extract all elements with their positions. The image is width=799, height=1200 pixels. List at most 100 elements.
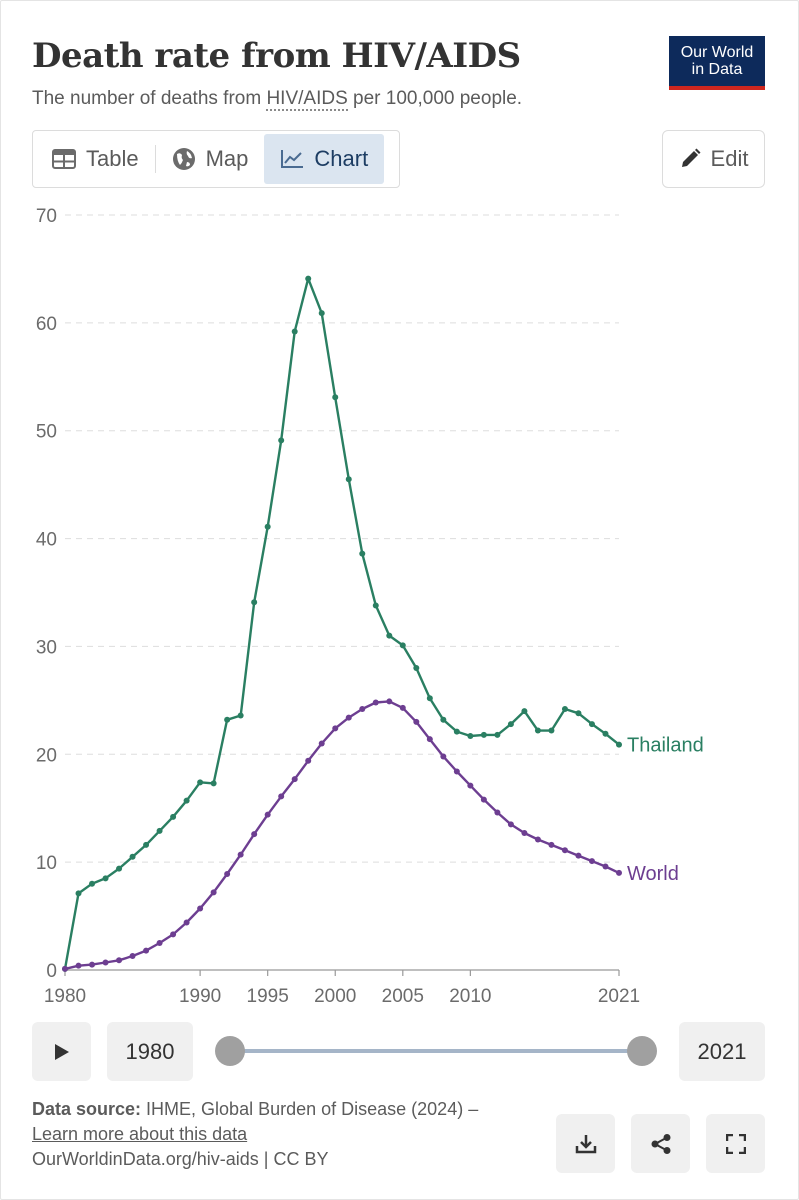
data-point-world xyxy=(197,905,204,912)
tab-divider xyxy=(154,145,156,173)
data-point-world xyxy=(561,847,568,854)
x-tick-label: 2000 xyxy=(314,986,356,1007)
x-tick-label: 1980 xyxy=(44,986,86,1007)
data-point-thailand xyxy=(197,779,204,786)
data-point-world xyxy=(426,736,433,743)
data-point-thailand xyxy=(440,716,447,723)
edit-button[interactable]: Edit xyxy=(662,130,765,188)
data-point-world xyxy=(183,919,190,926)
data-point-thailand xyxy=(116,865,123,872)
data-source-label: Data source: xyxy=(32,1099,142,1119)
series-line-thailand xyxy=(63,277,620,970)
data-point-world xyxy=(224,871,231,878)
data-point-thailand xyxy=(548,727,555,734)
share-button[interactable] xyxy=(631,1114,690,1173)
data-point-thailand xyxy=(399,642,406,649)
data-point-world xyxy=(413,718,420,725)
data-point-world xyxy=(521,830,528,837)
edit-button-label: Edit xyxy=(710,146,749,171)
fullscreen-icon xyxy=(725,1133,746,1154)
data-point-world xyxy=(453,768,460,775)
data-point-thailand xyxy=(170,813,177,820)
data-point-thailand xyxy=(575,710,582,717)
data-point-world xyxy=(116,957,123,964)
data-point-world xyxy=(89,961,96,968)
series-line-world xyxy=(64,700,620,971)
download-button[interactable] xyxy=(556,1114,615,1173)
data-point-thailand xyxy=(521,708,528,715)
data-point-thailand xyxy=(237,712,244,719)
y-tick-label: 70 xyxy=(36,206,57,227)
data-point-world xyxy=(588,858,595,865)
logo-line-2: in Data xyxy=(691,61,743,78)
data-point-world xyxy=(210,889,217,896)
tab-map-label: Map xyxy=(205,146,249,171)
data-point-world xyxy=(359,705,366,712)
y-tick-label: 40 xyxy=(36,530,57,551)
start-year-label: 1980 xyxy=(125,1038,175,1064)
x-tick-label: 1995 xyxy=(247,986,289,1007)
logo-line-1: Our World xyxy=(680,44,754,61)
tab-map[interactable]: Map xyxy=(156,134,265,184)
data-point-world xyxy=(345,714,352,721)
data-point-world xyxy=(237,851,244,858)
series-label-world: World xyxy=(627,863,679,885)
y-tick-label: 20 xyxy=(36,745,57,766)
timeline-slider-track[interactable] xyxy=(230,1049,642,1053)
y-tick-label: 0 xyxy=(46,961,57,982)
play-button[interactable] xyxy=(32,1022,91,1081)
data-point-world xyxy=(264,811,271,818)
data-source: Data source: IHME, Global Burden of Dise… xyxy=(32,1097,502,1147)
data-point-thailand xyxy=(602,730,609,737)
data-point-world xyxy=(534,836,541,843)
data-point-thailand xyxy=(345,476,352,483)
timeline-start-handle[interactable] xyxy=(215,1036,245,1066)
data-point-world xyxy=(575,852,582,859)
data-point-world xyxy=(102,959,109,966)
data-point-world xyxy=(616,869,622,876)
tab-chart[interactable]: Chart xyxy=(264,134,385,184)
data-point-world xyxy=(467,782,474,789)
table-icon xyxy=(52,149,76,169)
source-url-line: OurWorldinData.org/hiv-aids | CC BY xyxy=(32,1147,502,1172)
data-point-thailand xyxy=(616,741,622,748)
tab-table[interactable]: Table xyxy=(36,134,155,184)
globe-icon xyxy=(172,148,195,170)
start-year-box[interactable]: 1980 xyxy=(107,1022,193,1081)
x-tick-label: 2005 xyxy=(382,986,424,1007)
x-tick-label: 1990 xyxy=(179,986,221,1007)
y-tick-label: 30 xyxy=(36,637,57,658)
data-point-thailand xyxy=(534,727,541,734)
data-point-thailand xyxy=(426,695,433,702)
data-point-world xyxy=(251,831,258,838)
timeline-end-handle[interactable] xyxy=(627,1036,657,1066)
data-point-thailand xyxy=(372,602,379,609)
tab-chart-label: Chart xyxy=(314,146,369,171)
y-tick-label: 60 xyxy=(36,314,57,335)
data-point-thailand xyxy=(494,731,501,738)
data-point-world xyxy=(291,776,298,783)
data-point-thailand xyxy=(224,716,231,723)
license-text: | CC BY xyxy=(258,1149,329,1169)
data-point-thailand xyxy=(183,797,190,804)
hiv-aids-term-link[interactable]: HIV/AIDS xyxy=(266,88,348,111)
data-point-world xyxy=(440,753,447,760)
learn-more-link[interactable]: Learn more about this data xyxy=(32,1124,248,1144)
x-tick-label: 2010 xyxy=(449,986,491,1007)
fullscreen-button[interactable] xyxy=(706,1114,765,1173)
data-point-world xyxy=(399,704,406,711)
data-point-thailand xyxy=(359,550,366,557)
data-point-thailand xyxy=(588,721,595,728)
data-point-thailand xyxy=(332,394,339,401)
data-point-thailand xyxy=(75,890,82,897)
end-year-box[interactable]: 2021 xyxy=(679,1022,765,1081)
data-point-world xyxy=(548,841,555,848)
end-year-label: 2021 xyxy=(697,1038,747,1064)
owid-logo[interactable]: Our World in Data xyxy=(669,36,765,90)
data-point-thailand xyxy=(102,875,109,882)
source-url-link[interactable]: OurWorldinData.org/hiv-aids xyxy=(32,1149,259,1169)
data-point-thailand xyxy=(143,841,150,848)
data-point-thailand xyxy=(129,853,136,860)
data-point-world xyxy=(332,725,339,732)
data-point-thailand xyxy=(467,732,474,739)
